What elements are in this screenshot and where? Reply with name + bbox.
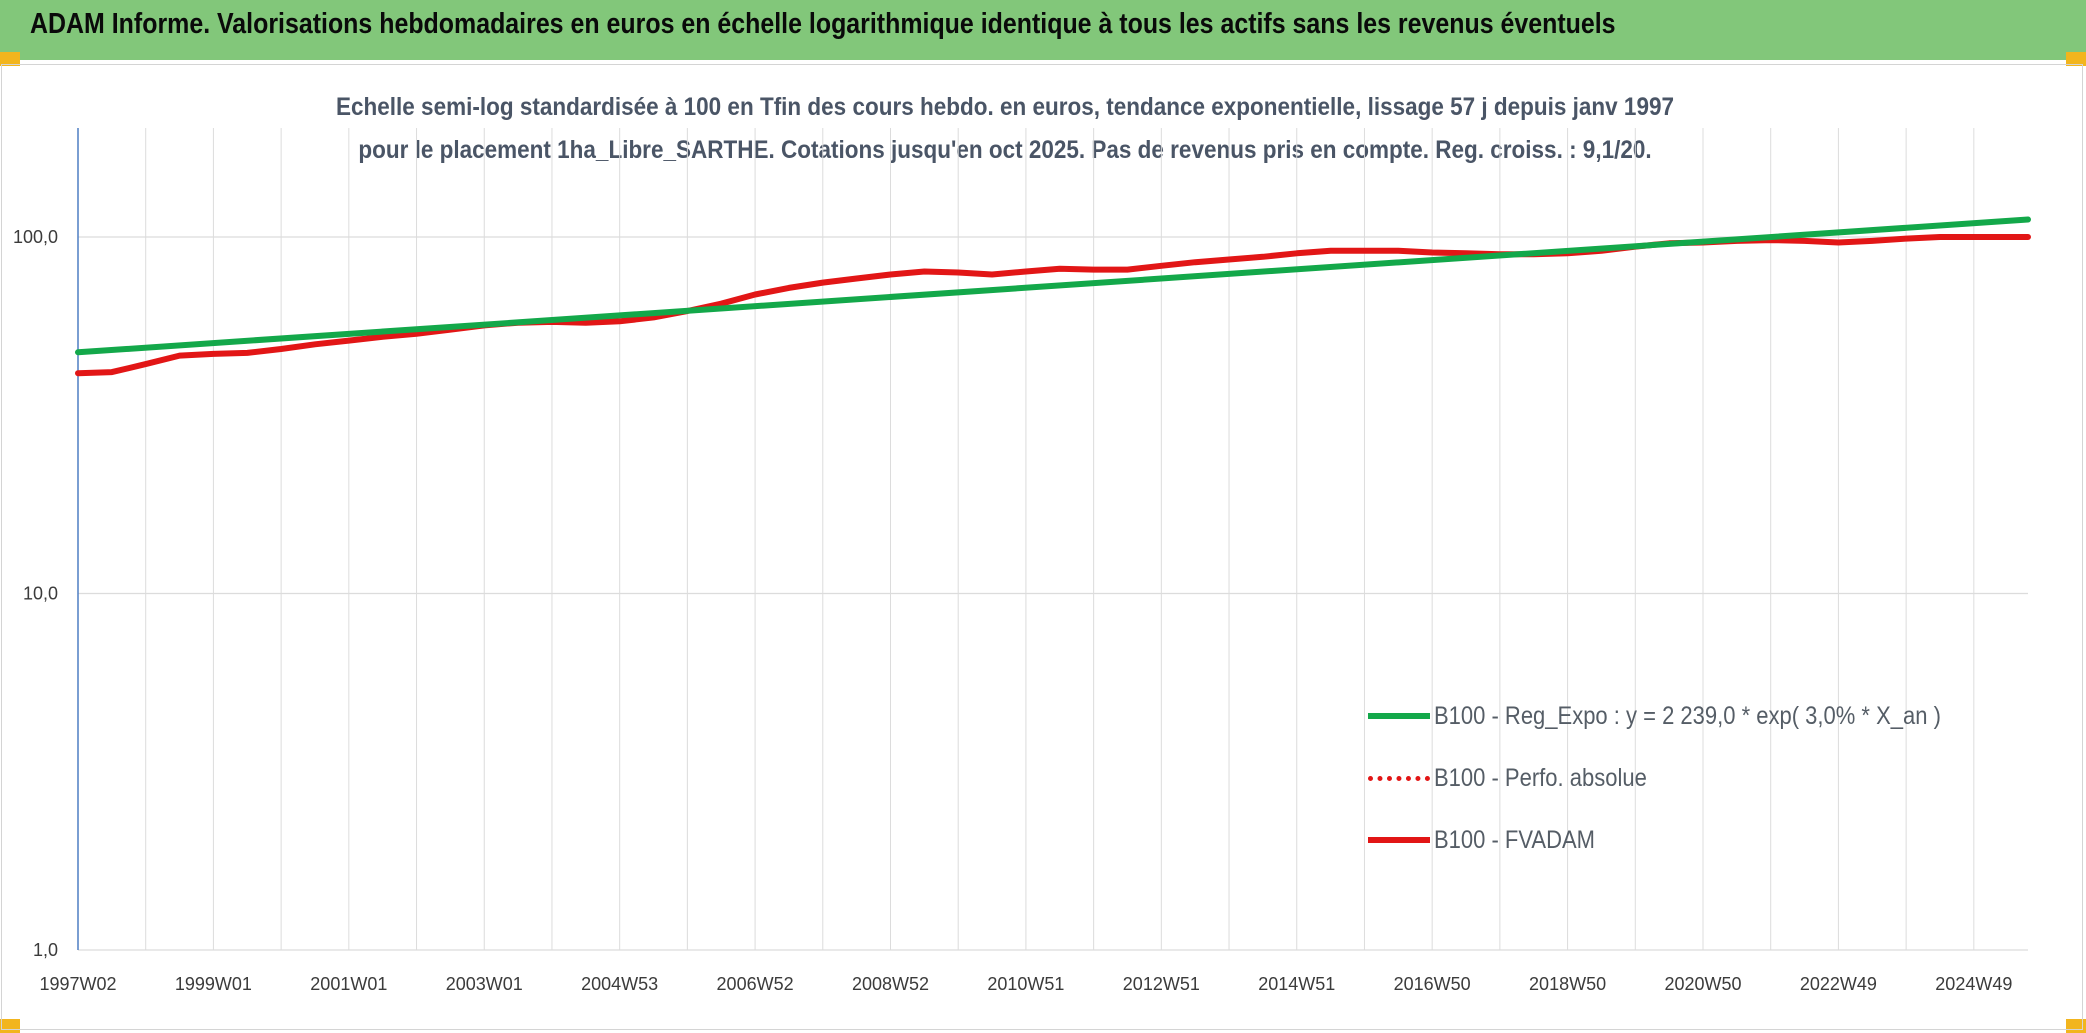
x-tick-label: 2014W51 bbox=[1258, 974, 1335, 994]
grid-layer bbox=[77, 128, 2028, 951]
x-tick-label: 2006W52 bbox=[717, 974, 794, 994]
x-tick-label: 2024W49 bbox=[1935, 974, 2012, 994]
y-tick-label: 100,0 bbox=[13, 227, 58, 247]
legend-item-fvadam: B100 - FVADAM bbox=[1368, 809, 2010, 871]
series-layer bbox=[75, 216, 2031, 377]
legend-label: B100 - Perfo. absolue bbox=[1434, 763, 1647, 792]
series-line-0 bbox=[75, 216, 2031, 356]
y-tick-label: 1,0 bbox=[33, 940, 58, 960]
x-tick-label: 2001W01 bbox=[310, 974, 387, 994]
legend-label: B100 - FVADAM bbox=[1434, 825, 1595, 854]
x-tick-label: 1999W01 bbox=[175, 974, 252, 994]
chart-legend: B100 - Reg_Expo : y = 2 239,0 * exp( 3,0… bbox=[1368, 685, 2010, 871]
corner-marker bbox=[2066, 52, 2086, 66]
x-tick-label: 2008W52 bbox=[852, 974, 929, 994]
x-tick-label: 2020W50 bbox=[1664, 974, 1741, 994]
legend-swatch-green-line bbox=[1368, 713, 1430, 719]
corner-marker bbox=[0, 52, 20, 66]
series-line-1 bbox=[76, 235, 2030, 376]
legend-swatch-solid-red-line bbox=[1368, 837, 1430, 843]
x-tick-label: 2022W49 bbox=[1800, 974, 1877, 994]
x-tick-label: 2010W51 bbox=[987, 974, 1064, 994]
legend-item-reg-expo: B100 - Reg_Expo : y = 2 239,0 * exp( 3,0… bbox=[1368, 685, 2010, 747]
legend-item-perfo-absolue: B100 - Perfo. absolue bbox=[1368, 747, 2010, 809]
series-line-2 bbox=[75, 234, 2031, 377]
page-title: ADAM Informe. Valorisations hebdomadaire… bbox=[30, 8, 1616, 40]
y-tick-label: 10,0 bbox=[23, 584, 58, 604]
legend-label: B100 - Reg_Expo : y = 2 239,0 * exp( 3,0… bbox=[1434, 701, 1941, 730]
legend-swatch-dotted-red-line bbox=[1368, 775, 1430, 781]
tick-labels: 1,0 10,0 100,0 1997W02 1999W01 2001W01 2003W01… bbox=[13, 227, 2012, 994]
x-tick-label: 2003W01 bbox=[446, 974, 523, 994]
x-tick-label: 2016W50 bbox=[1394, 974, 1471, 994]
x-tick-label: 2012W51 bbox=[1123, 974, 1200, 994]
header-bar: ADAM Informe. Valorisations hebdomadaire… bbox=[0, 0, 2086, 60]
chart-frame bbox=[1, 64, 2083, 1030]
x-tick-label: 2018W50 bbox=[1529, 974, 1606, 994]
chart-title: Echelle semi-log standardisée à 100 en T… bbox=[336, 93, 1674, 164]
x-tick-label: 1997W02 bbox=[39, 974, 116, 994]
x-tick-label: 2004W53 bbox=[581, 974, 658, 994]
